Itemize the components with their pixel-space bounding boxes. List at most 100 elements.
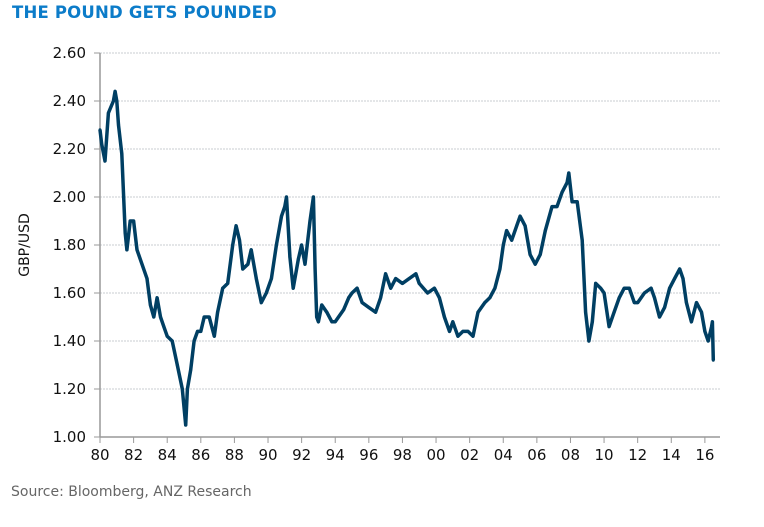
data-point xyxy=(417,281,421,285)
data-point xyxy=(584,310,588,314)
data-point xyxy=(668,286,672,290)
data-point xyxy=(414,272,418,276)
data-point xyxy=(673,277,677,281)
data-point xyxy=(184,423,188,427)
x-tick-label: 04 xyxy=(494,446,513,464)
data-point xyxy=(711,358,715,362)
data-point xyxy=(175,363,179,367)
data-point xyxy=(523,224,527,228)
data-point xyxy=(528,253,532,257)
data-point xyxy=(636,301,640,305)
data-point xyxy=(355,286,359,290)
data-point xyxy=(155,296,159,300)
x-tick-label: 88 xyxy=(225,446,244,464)
data-point xyxy=(602,291,606,295)
data-point xyxy=(300,243,304,247)
data-point xyxy=(241,267,245,271)
data-point xyxy=(710,320,714,324)
data-point xyxy=(456,334,460,338)
data-point xyxy=(451,320,455,324)
y-tick-label: 1.40 xyxy=(53,332,86,350)
data-point xyxy=(111,99,115,103)
data-point xyxy=(437,296,441,300)
data-point xyxy=(259,301,263,305)
data-point xyxy=(165,334,169,338)
data-point xyxy=(379,296,383,300)
data-point xyxy=(488,296,492,300)
data-point xyxy=(103,159,107,163)
data-point xyxy=(632,301,636,305)
data-point xyxy=(587,339,591,343)
data-point xyxy=(237,238,241,242)
data-point xyxy=(550,205,554,209)
data-point xyxy=(170,339,174,343)
data-point xyxy=(594,281,598,285)
data-point xyxy=(325,310,329,314)
x-tick-label: 10 xyxy=(595,446,614,464)
data-point xyxy=(207,315,211,319)
data-point xyxy=(389,286,393,290)
data-point xyxy=(360,301,364,305)
x-tick-label: 96 xyxy=(359,446,378,464)
source-note: Source: Bloomberg, ANZ Research xyxy=(11,484,252,500)
data-point xyxy=(120,152,124,156)
data-point xyxy=(116,123,120,127)
data-point xyxy=(565,181,569,185)
data-point xyxy=(279,214,283,218)
data-point xyxy=(510,238,514,242)
data-point xyxy=(663,305,667,309)
data-point xyxy=(296,257,300,261)
data-point xyxy=(400,281,404,285)
y-tick-label: 2.60 xyxy=(53,44,86,62)
data-point xyxy=(269,277,273,281)
data-point xyxy=(199,329,203,333)
chart-title: THE POUND GETS POUNDED xyxy=(12,3,277,22)
data-point xyxy=(347,296,351,300)
data-point xyxy=(192,339,196,343)
data-point xyxy=(476,310,480,314)
x-tick-label: 12 xyxy=(628,446,647,464)
y-tick-label: 1.00 xyxy=(53,428,86,446)
data-point xyxy=(461,329,465,333)
data-point xyxy=(135,248,139,252)
data-point xyxy=(145,277,149,281)
data-point xyxy=(98,128,102,132)
data-point xyxy=(684,301,688,305)
data-point xyxy=(515,224,519,228)
data-point xyxy=(195,329,199,333)
data-point xyxy=(703,329,707,333)
data-point xyxy=(432,286,436,290)
data-point xyxy=(471,334,475,338)
data-point xyxy=(185,387,189,391)
x-tick-label: 92 xyxy=(292,446,311,464)
y-axis-label: GBP/USD xyxy=(17,213,33,277)
x-tick-label: 08 xyxy=(561,446,580,464)
data-point xyxy=(249,248,253,252)
y-tick-label: 2.00 xyxy=(53,188,86,206)
data-point xyxy=(518,214,522,218)
data-point xyxy=(466,329,470,333)
data-point xyxy=(246,262,250,266)
data-point xyxy=(152,315,156,319)
data-point xyxy=(226,281,230,285)
x-tick-label: 94 xyxy=(326,446,345,464)
data-point xyxy=(555,205,559,209)
x-tick-label: 06 xyxy=(527,446,546,464)
data-point xyxy=(283,205,287,209)
data-point xyxy=(202,315,206,319)
x-tick-label: 16 xyxy=(695,446,714,464)
data-point xyxy=(607,325,611,329)
data-point xyxy=(189,368,193,372)
x-tick-label: 86 xyxy=(191,446,210,464)
data-point xyxy=(642,291,646,295)
data-point xyxy=(493,286,497,290)
data-point xyxy=(316,320,320,324)
data-point xyxy=(505,229,509,233)
data-point xyxy=(627,286,631,290)
data-point xyxy=(125,248,129,252)
data-point xyxy=(274,243,278,247)
data-point xyxy=(254,277,258,281)
data-point xyxy=(700,310,704,314)
data-point xyxy=(311,195,315,199)
